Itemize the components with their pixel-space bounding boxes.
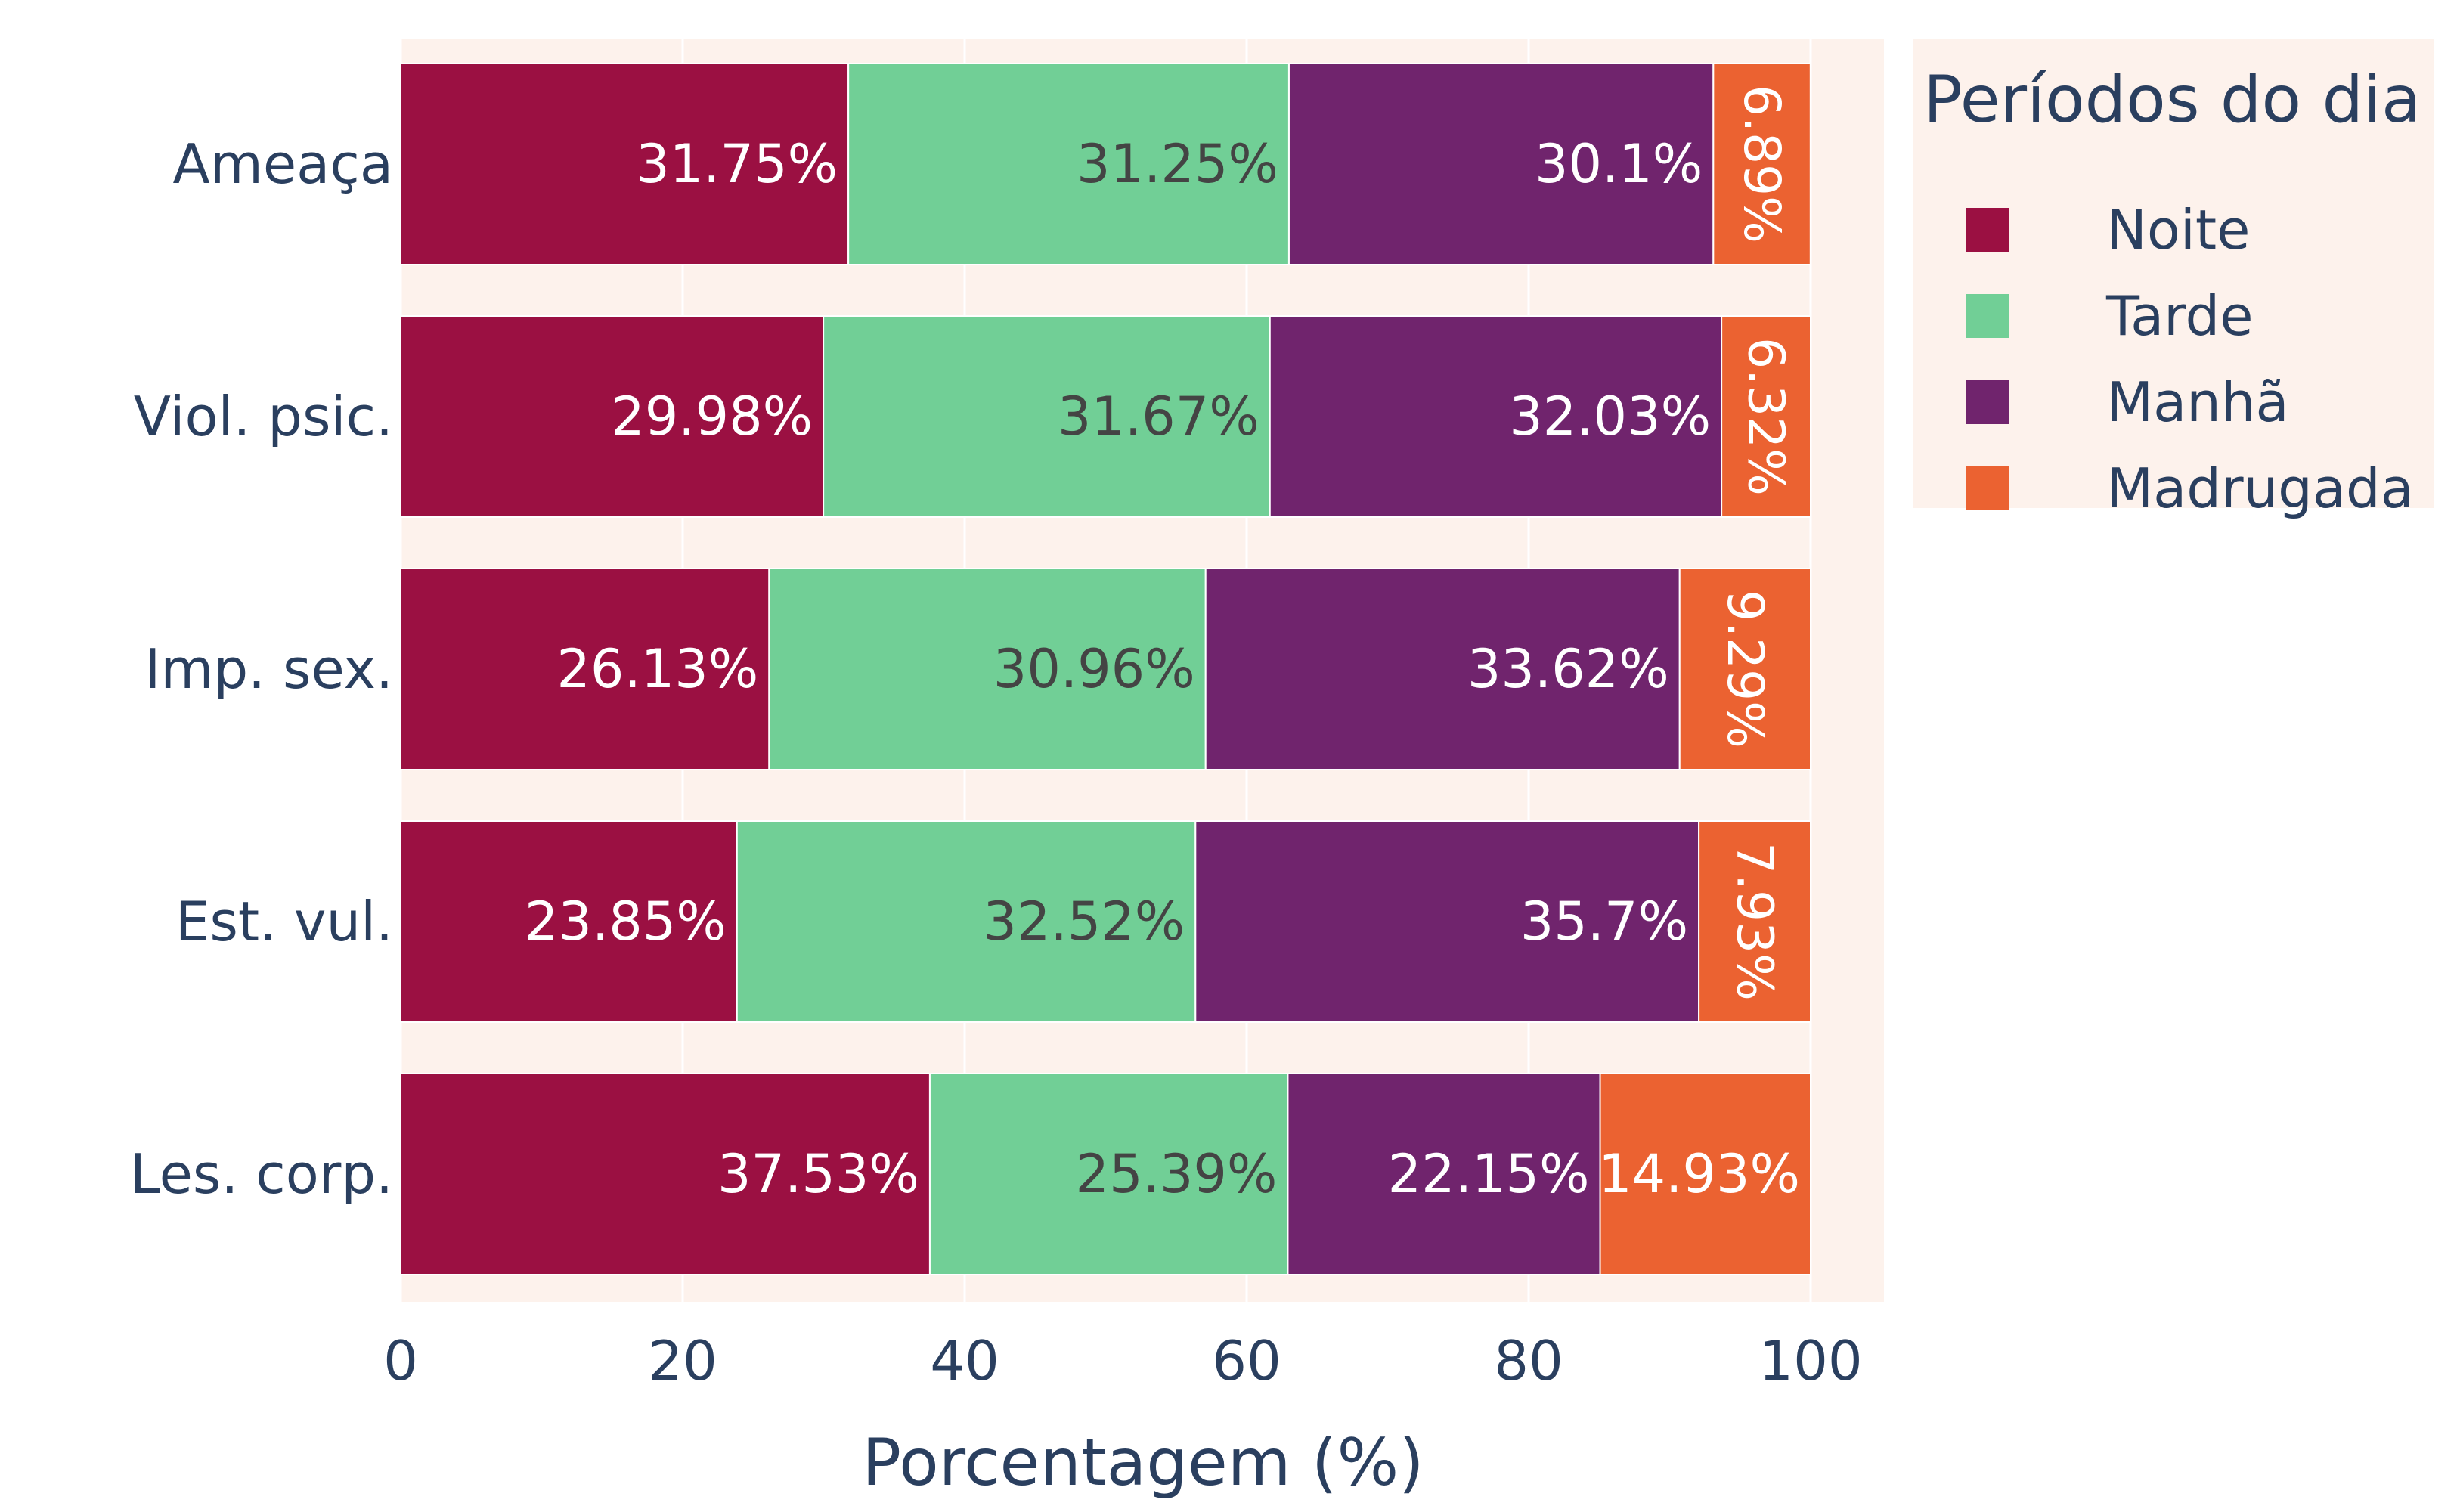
bar-segment [1712, 63, 1811, 265]
data-label: 29.98% [611, 386, 813, 448]
x-tick-label: 0 [383, 1329, 418, 1393]
data-label: 7.93% [1726, 842, 1784, 1001]
legend-item-tarde[interactable]: Tarde [1966, 284, 2254, 348]
y-tick-label: Ameaça [172, 132, 393, 196]
data-label: 31.67% [1058, 386, 1259, 448]
bar-segment [1698, 820, 1811, 1023]
legend-label: Manhã [2106, 370, 2289, 434]
y-tick-label: Les. corp. [130, 1142, 393, 1206]
data-label: 25.39% [1076, 1143, 1278, 1205]
bar-segment [1599, 1073, 1811, 1275]
x-tick-label: 40 [930, 1329, 999, 1393]
legend-swatch [1966, 294, 2009, 338]
data-label: 32.52% [983, 891, 1185, 953]
x-tick-label: 100 [1758, 1329, 1862, 1393]
legend-label: Madrugada [2106, 457, 2414, 520]
bar-segment [1287, 63, 1715, 265]
legend-swatch [1966, 380, 2009, 424]
bar-segment [768, 568, 1207, 770]
bar-segment [1269, 315, 1723, 518]
data-label: 6.32% [1737, 337, 1796, 496]
bar-segment [400, 568, 770, 770]
legend-label: Noite [2106, 198, 2251, 262]
data-label: 14.93% [1598, 1143, 1800, 1205]
legend-swatch [1966, 466, 2009, 510]
legend-item-noite[interactable]: Noite [1966, 198, 2251, 262]
x-tick-label: 20 [648, 1329, 717, 1393]
data-label: 26.13% [556, 638, 758, 700]
bar-segment [1678, 568, 1811, 770]
data-label: 35.7% [1520, 891, 1688, 953]
data-label: 30.1% [1535, 133, 1703, 195]
data-label: 33.62% [1467, 638, 1669, 700]
bar-segment [1194, 820, 1700, 1023]
legend-item-madrugada[interactable]: Madrugada [1966, 457, 2414, 520]
legend: Períodos do dia Noite Tarde Manhã Madrug… [1913, 39, 2434, 520]
bar-segment [847, 63, 1290, 265]
data-label: 31.25% [1077, 133, 1278, 195]
bar-segment [400, 1073, 931, 1275]
data-label: 32.03% [1509, 386, 1711, 448]
data-label: 6.89% [1733, 85, 1791, 243]
y-tick-label: Viol. psic. [134, 385, 393, 448]
x-tick-label: 80 [1494, 1329, 1563, 1393]
y-tick-label: Imp. sex. [144, 637, 393, 701]
bar-segment [823, 315, 1271, 518]
legend-item-manha[interactable]: Manhã [1966, 370, 2289, 434]
x-tick-label: 60 [1212, 1329, 1281, 1393]
bar-segment [1721, 315, 1812, 518]
legend-swatch [1966, 208, 2009, 252]
data-label: 31.75% [636, 133, 838, 195]
bar-segment [1204, 568, 1681, 770]
data-label: 23.85% [525, 891, 727, 953]
y-tick-label: Est. vul. [175, 890, 393, 953]
data-label: 37.53% [717, 1143, 919, 1205]
bar-segment [400, 820, 738, 1023]
legend-title: Períodos do dia [1923, 62, 2421, 138]
x-axis-title: Porcentagem (%) [862, 1425, 1424, 1501]
bar-segment [928, 1073, 1289, 1275]
data-label: 30.96% [993, 638, 1195, 700]
data-label: 9.29% [1716, 590, 1774, 748]
bar-segment [736, 820, 1197, 1023]
bar-segment [1287, 1073, 1601, 1275]
legend-label: Tarde [2106, 284, 2254, 348]
data-label: 22.15% [1388, 1143, 1590, 1205]
